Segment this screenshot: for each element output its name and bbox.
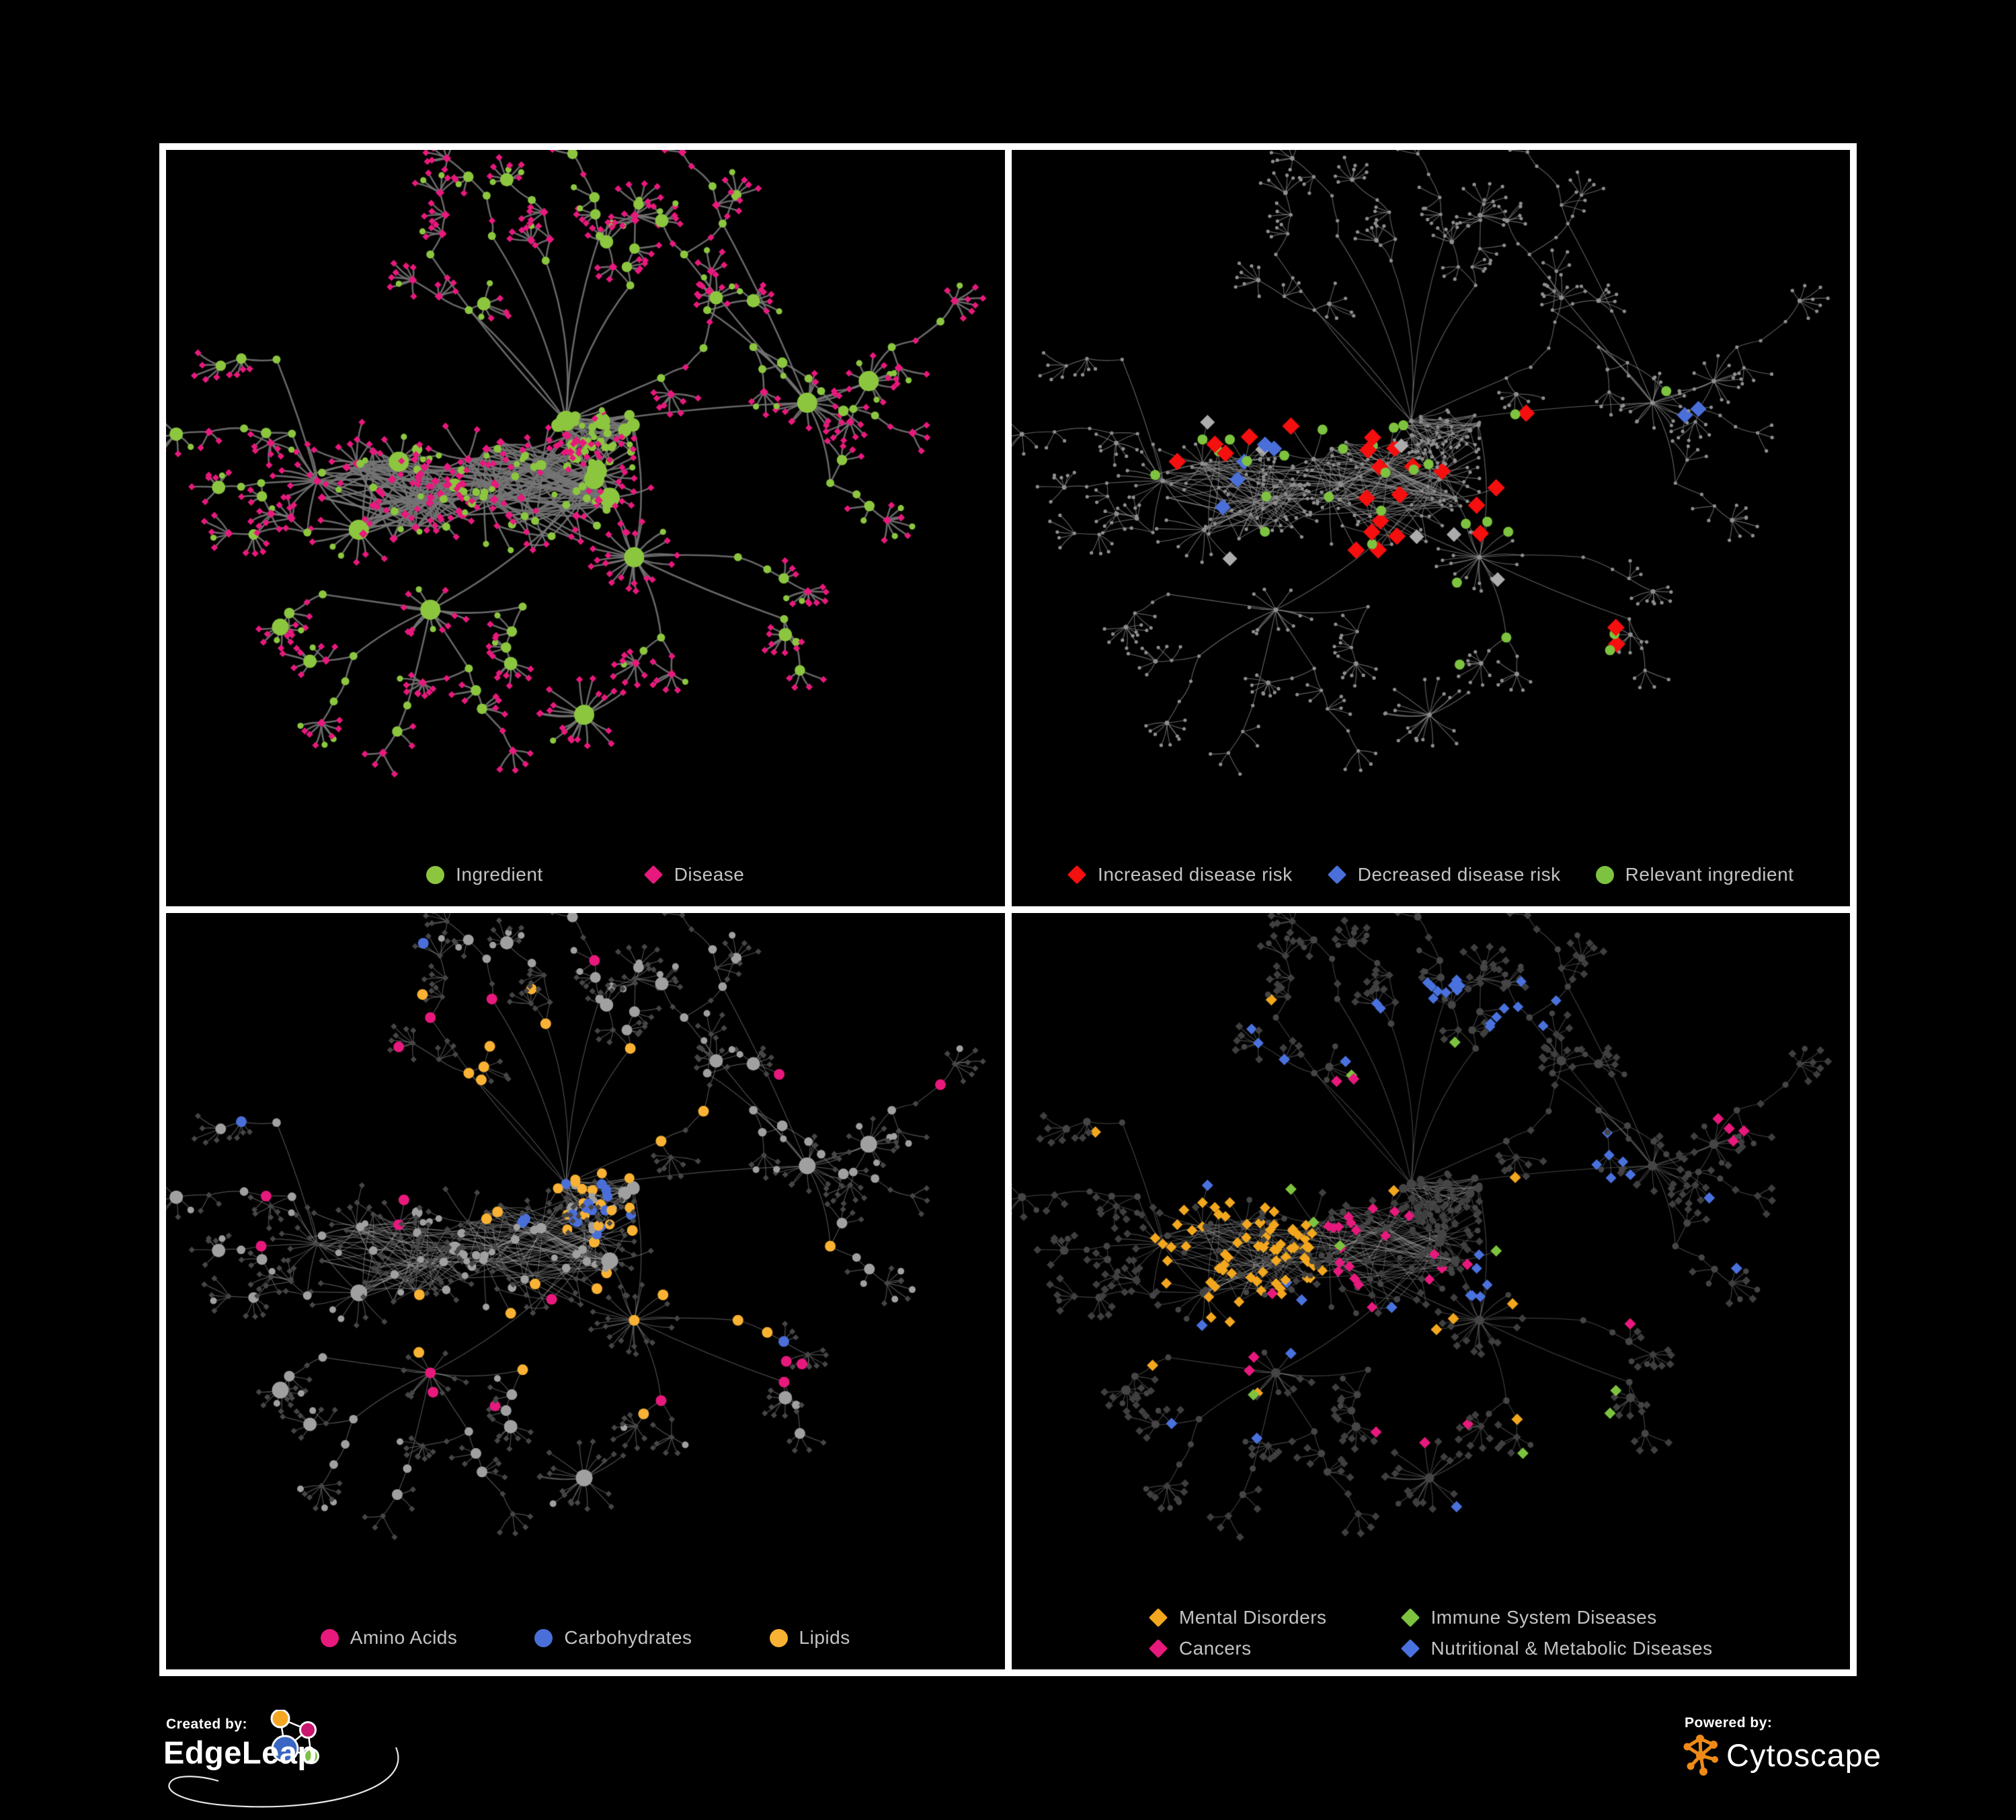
legend-label: Disease	[674, 864, 745, 885]
cytoscape-wordmark: Cytoscape	[1726, 1737, 1882, 1773]
ingredient-marker-icon	[426, 865, 445, 884]
legend-label: Ingredient	[456, 864, 543, 885]
carbohydrates-marker-icon	[534, 1628, 553, 1647]
panel-disease-classes: Mental Disorders Immune System Diseases …	[1011, 913, 1851, 1669]
edgeleap-branding: Created by: EdgeLeap	[159, 1710, 421, 1811]
increased-risk-marker-icon	[1067, 865, 1087, 885]
legend-item-lipids: Lipids	[769, 1626, 850, 1649]
legend-label: Mental Disorders	[1178, 1607, 1327, 1628]
panel-ingredient-disease: Ingredient Disease	[166, 150, 1005, 906]
nutritional-metabolic-marker-icon	[1400, 1638, 1420, 1659]
legend-item-disease: Disease	[643, 863, 745, 886]
legend-label: Lipids	[799, 1627, 850, 1648]
network-canvas-disease-classes	[1011, 913, 1850, 1669]
legend-label: Amino Acids	[350, 1627, 458, 1648]
legend-nutrient-classes: Amino Acids Carbohydrates Lipids	[166, 1626, 1005, 1649]
decreased-risk-marker-icon	[1327, 865, 1346, 885]
relevant-ingredient-marker-icon	[1595, 865, 1614, 884]
cancers-marker-icon	[1148, 1638, 1168, 1659]
legend-label: Decreased disease risk	[1357, 864, 1561, 885]
legend-item-carbohydrates: Carbohydrates	[534, 1626, 692, 1649]
legend-label: Increased disease risk	[1098, 864, 1293, 885]
legend-disease-classes: Mental Disorders Immune System Diseases …	[1012, 1606, 1851, 1660]
immune-system-marker-icon	[1400, 1608, 1420, 1628]
legend-label: Carbohydrates	[564, 1627, 692, 1648]
legend-ingredient-disease: Ingredient Disease	[166, 863, 1005, 886]
network-canvas-nutrient-classes	[166, 913, 1005, 1669]
lipids-marker-icon	[769, 1628, 788, 1647]
edgeleap-logo-icon	[168, 1710, 399, 1808]
cytoscape-branding: Powered by: Cytoscap	[1679, 1710, 1881, 1804]
legend-item-ingredient: Ingredient	[426, 863, 543, 886]
amino-acids-marker-icon	[320, 1628, 339, 1647]
legend-item-mental-disorders: Mental Disorders	[1148, 1606, 1327, 1629]
mental-disorders-marker-icon	[1148, 1608, 1168, 1628]
legend-disease-risk: Increased disease risk Decreased disease…	[1012, 863, 1851, 886]
created-by-label: Created by:	[166, 1716, 248, 1732]
legend-label: Nutritional & Metabolic Diseases	[1430, 1638, 1713, 1659]
panel-grid: Ingredient Disease Increased disease ris…	[159, 143, 1857, 1676]
legend-label: Relevant ingredient	[1625, 864, 1794, 885]
legend-item-decreased-risk: Decreased disease risk	[1327, 863, 1561, 886]
legend-item-increased-risk: Increased disease risk	[1067, 863, 1293, 886]
panel-nutrient-classes: Amino Acids Carbohydrates Lipids	[166, 913, 1005, 1669]
legend-item-cancers: Cancers	[1148, 1637, 1327, 1660]
legend-item-amino-acids: Amino Acids	[320, 1626, 458, 1649]
powered-by-label: Powered by:	[1685, 1715, 1773, 1731]
panel-disease-risk: Increased disease risk Decreased disease…	[1011, 150, 1851, 906]
legend-label: Cancers	[1178, 1638, 1252, 1659]
legend-item-nutritional-metabolic-diseases: Nutritional & Metabolic Diseases	[1400, 1637, 1713, 1660]
edgeleap-wordmark: EdgeLeap	[163, 1735, 317, 1770]
cytoscape-logo-icon	[1683, 1735, 1718, 1776]
legend-label: Immune System Diseases	[1430, 1607, 1657, 1628]
network-canvas-ingredient-disease	[166, 150, 1005, 906]
legend-item-relevant-ingredient: Relevant ingredient	[1595, 863, 1794, 886]
network-canvas-disease-risk	[1011, 150, 1850, 906]
disease-marker-icon	[643, 865, 663, 885]
legend-item-immune-system-diseases: Immune System Diseases	[1400, 1606, 1713, 1629]
